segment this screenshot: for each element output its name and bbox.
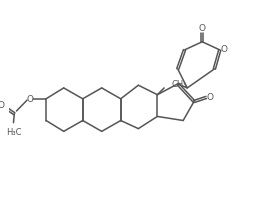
Text: CH₃: CH₃ bbox=[171, 80, 187, 89]
Text: O: O bbox=[26, 95, 33, 104]
Text: O: O bbox=[199, 24, 206, 33]
Text: H₃C: H₃C bbox=[6, 127, 22, 136]
Text: O: O bbox=[0, 100, 5, 109]
Text: O: O bbox=[220, 45, 227, 54]
Text: O: O bbox=[207, 92, 214, 101]
